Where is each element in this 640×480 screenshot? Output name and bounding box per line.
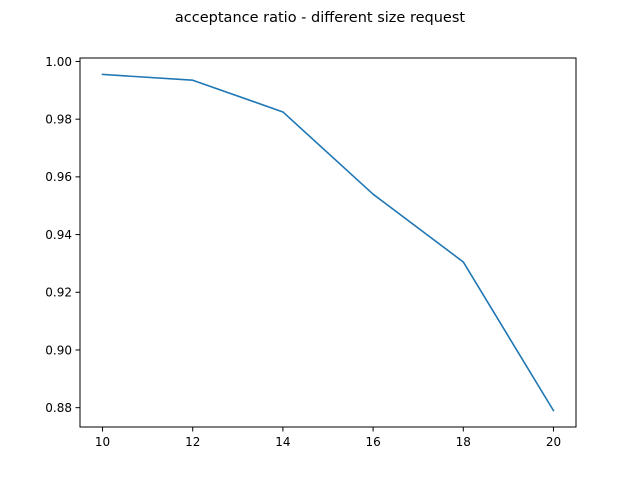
chart-title: acceptance ratio - different size reques…: [175, 10, 465, 26]
y-tick-label-1: 0.90: [45, 343, 72, 357]
x-tick-label-20: 20: [546, 435, 561, 449]
series-line-0: [101, 73, 555, 412]
y-tick-label-2: 0.92: [45, 286, 72, 300]
y-tick-label-3: 0.94: [45, 228, 72, 242]
y-tick-label-4: 0.96: [45, 170, 72, 184]
axes-frame: [79, 57, 577, 428]
plot-area: 10 12 14 16 18 20 0.88 0.90 0.92 0.94 0.96 0.98 1.00: [45, 55, 577, 449]
x-tick-label-18: 18: [456, 435, 471, 449]
x-tick-label-12: 12: [185, 435, 200, 449]
x-tick-label-14: 14: [275, 435, 290, 449]
x-tick-label-16: 16: [365, 435, 380, 449]
y-tick-label-6: 1.00: [45, 55, 72, 69]
y-tick-label-0: 0.88: [45, 401, 72, 415]
x-tick-label-10: 10: [95, 435, 110, 449]
y-tick-label-5: 0.98: [45, 112, 72, 126]
